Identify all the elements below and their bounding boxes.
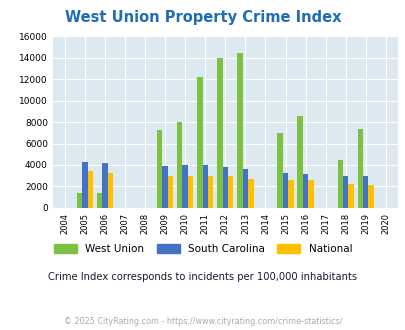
- Bar: [167, 176, 173, 208]
- Bar: [342, 176, 347, 208]
- Bar: [237, 53, 242, 208]
- Bar: [247, 179, 253, 208]
- Text: Crime Index corresponds to incidents per 100,000 inhabitants: Crime Index corresponds to incidents per…: [48, 272, 357, 282]
- Bar: [182, 165, 188, 208]
- Bar: [368, 185, 373, 208]
- Bar: [87, 171, 93, 208]
- Bar: [362, 176, 368, 208]
- Bar: [302, 174, 307, 208]
- Bar: [297, 116, 302, 208]
- Bar: [202, 165, 207, 208]
- Bar: [82, 162, 87, 208]
- Bar: [207, 176, 213, 208]
- Bar: [77, 193, 82, 208]
- Bar: [347, 184, 353, 208]
- Bar: [357, 129, 362, 208]
- Bar: [282, 173, 288, 208]
- Bar: [188, 176, 193, 208]
- Text: West Union Property Crime Index: West Union Property Crime Index: [64, 10, 341, 25]
- Bar: [217, 58, 222, 208]
- Bar: [102, 163, 107, 208]
- Bar: [162, 166, 167, 208]
- Bar: [197, 77, 202, 208]
- Bar: [307, 180, 313, 208]
- Bar: [277, 133, 282, 208]
- Bar: [242, 169, 247, 208]
- Bar: [222, 167, 228, 208]
- Bar: [228, 176, 233, 208]
- Bar: [177, 122, 182, 208]
- Bar: [337, 160, 342, 208]
- Legend: West Union, South Carolina, National: West Union, South Carolina, National: [54, 244, 351, 254]
- Bar: [96, 193, 102, 208]
- Text: © 2025 CityRating.com - https://www.cityrating.com/crime-statistics/: © 2025 CityRating.com - https://www.city…: [64, 317, 341, 326]
- Bar: [157, 130, 162, 208]
- Bar: [107, 173, 113, 208]
- Bar: [288, 180, 293, 208]
